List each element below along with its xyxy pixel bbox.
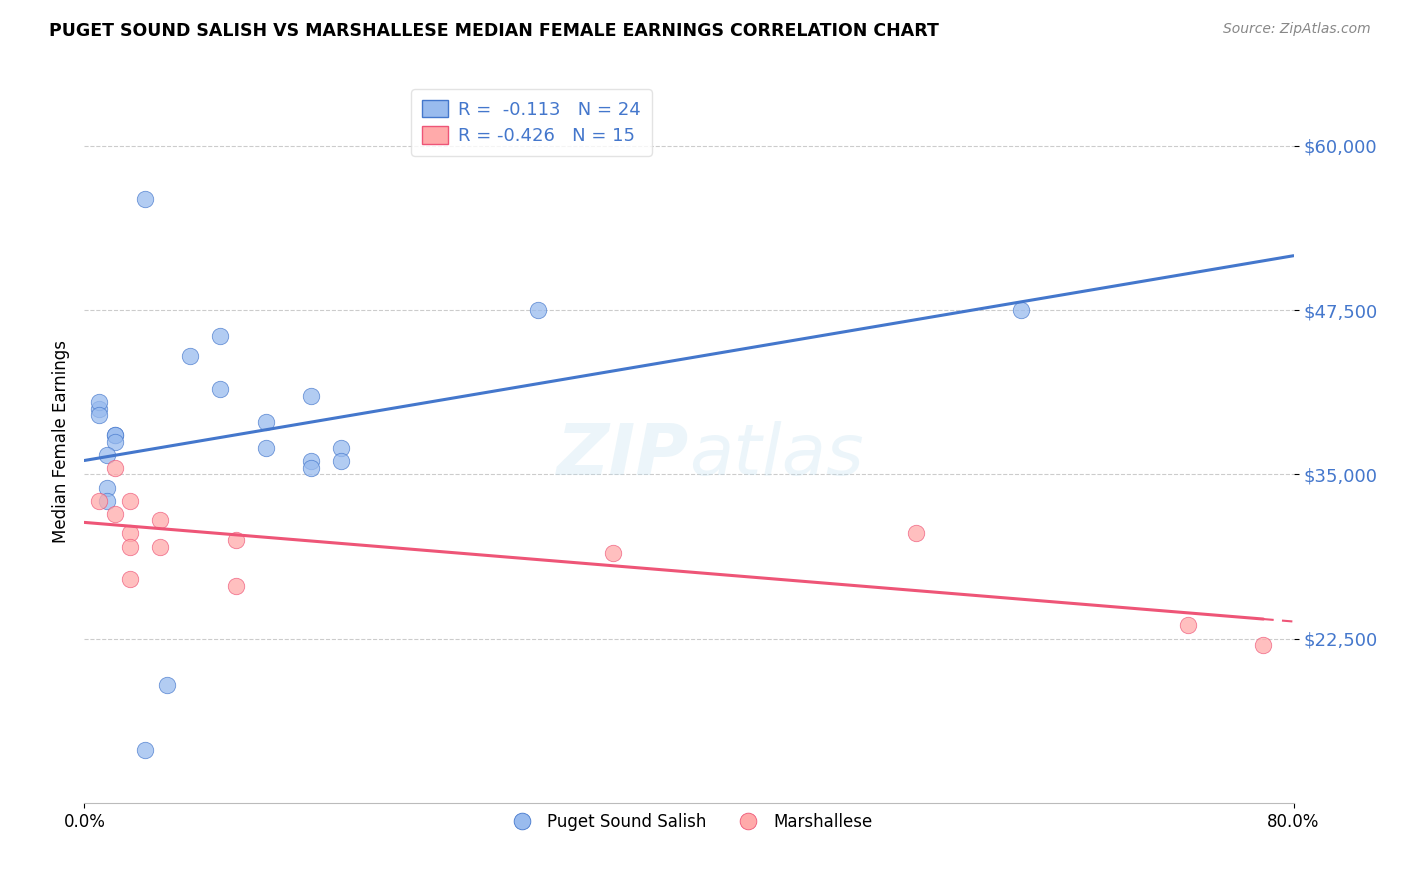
Point bbox=[225, 533, 247, 547]
Point bbox=[89, 493, 111, 508]
Point bbox=[299, 454, 322, 468]
Point bbox=[118, 493, 141, 508]
Point bbox=[134, 192, 156, 206]
Y-axis label: Median Female Earnings: Median Female Earnings bbox=[52, 340, 70, 543]
Point bbox=[149, 540, 172, 554]
Point bbox=[104, 428, 127, 442]
Point bbox=[1253, 638, 1275, 652]
Point bbox=[89, 395, 111, 409]
Point bbox=[254, 415, 277, 429]
Point bbox=[104, 460, 127, 475]
Point bbox=[96, 493, 118, 508]
Point bbox=[209, 382, 232, 396]
Text: PUGET SOUND SALISH VS MARSHALLESE MEDIAN FEMALE EARNINGS CORRELATION CHART: PUGET SOUND SALISH VS MARSHALLESE MEDIAN… bbox=[49, 22, 939, 40]
Point bbox=[149, 513, 172, 527]
Point bbox=[118, 573, 141, 587]
Point bbox=[904, 526, 927, 541]
Point bbox=[330, 441, 353, 455]
Point bbox=[299, 388, 322, 402]
Point bbox=[96, 481, 118, 495]
Point bbox=[299, 460, 322, 475]
Point bbox=[104, 428, 127, 442]
Point bbox=[134, 743, 156, 757]
Text: Source: ZipAtlas.com: Source: ZipAtlas.com bbox=[1223, 22, 1371, 37]
Text: atlas: atlas bbox=[689, 422, 863, 491]
Point bbox=[179, 349, 201, 363]
Point bbox=[118, 540, 141, 554]
Point bbox=[104, 507, 127, 521]
Point bbox=[96, 448, 118, 462]
Text: ZIP: ZIP bbox=[557, 422, 689, 491]
Point bbox=[330, 454, 353, 468]
Point bbox=[118, 526, 141, 541]
Point bbox=[104, 434, 127, 449]
Legend: Puget Sound Salish, Marshallese: Puget Sound Salish, Marshallese bbox=[499, 806, 879, 838]
Point bbox=[1177, 618, 1199, 632]
Point bbox=[156, 677, 179, 691]
Point bbox=[602, 546, 624, 560]
Point bbox=[225, 579, 247, 593]
Point bbox=[254, 441, 277, 455]
Point bbox=[1011, 303, 1033, 318]
Point bbox=[527, 303, 550, 318]
Point bbox=[89, 409, 111, 423]
Point bbox=[209, 329, 232, 343]
Point bbox=[89, 401, 111, 416]
